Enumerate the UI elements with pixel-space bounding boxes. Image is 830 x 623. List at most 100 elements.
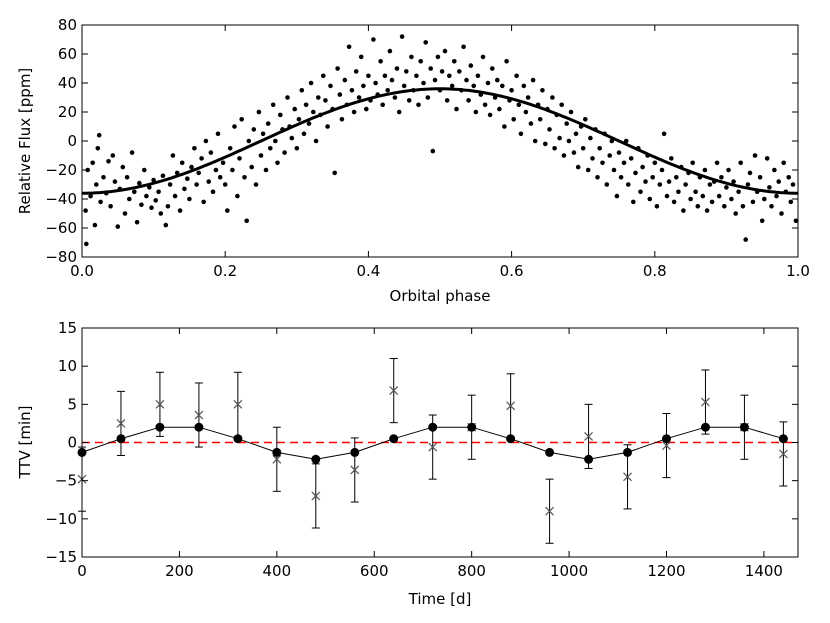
flux-point xyxy=(129,150,135,155)
bottom-x-tick-label: 200 xyxy=(165,562,194,580)
flux-point xyxy=(270,102,276,108)
ttv-model-point xyxy=(662,434,671,444)
bottom-y-tick-label: −15 xyxy=(45,548,77,566)
flux-point xyxy=(628,156,634,161)
flux-point xyxy=(776,179,781,184)
flux-point xyxy=(439,69,445,74)
ttv-model-point xyxy=(584,454,594,464)
flux-point xyxy=(142,167,147,173)
flux-point xyxy=(139,202,144,208)
top-y-tick-label: −20 xyxy=(45,161,77,179)
flux-point xyxy=(385,88,391,93)
flux-point xyxy=(112,179,118,184)
flux-point xyxy=(323,98,328,103)
flux-point xyxy=(418,59,424,64)
flux-point xyxy=(289,135,295,141)
flux-point xyxy=(260,131,266,137)
flux-point xyxy=(633,170,638,176)
flux-point xyxy=(189,164,194,170)
ttv-model-point xyxy=(778,434,788,444)
top-x-ticks: 0.0 0.2 0.4 0.6 0.8 1.0 xyxy=(70,25,810,280)
flux-point xyxy=(237,156,242,161)
flux-point xyxy=(568,109,574,115)
bottom-x-ticks: 0 200 400 600 800 1000 1200 1400 xyxy=(77,328,783,580)
flux-point xyxy=(170,153,176,158)
flux-point xyxy=(285,95,290,100)
flux-point xyxy=(487,112,493,118)
flux-point xyxy=(731,179,736,184)
flux-point xyxy=(187,196,192,202)
flux-point xyxy=(90,160,95,166)
flux-point xyxy=(647,196,653,202)
flux-point xyxy=(282,150,287,155)
bottom-x-tick-label: 0 xyxy=(77,562,87,580)
ttv-observed-x-marker xyxy=(116,418,126,428)
flux-point xyxy=(786,175,791,180)
flux-point xyxy=(547,127,552,132)
top-y-tick-label: −80 xyxy=(45,248,77,266)
ttv-model-point xyxy=(155,422,165,432)
bottom-y-tick-label: 0 xyxy=(67,434,77,452)
flux-point xyxy=(650,175,655,180)
flux-point xyxy=(213,167,219,173)
flux-point xyxy=(392,95,398,100)
ttv-observed-x-marker xyxy=(350,465,360,475)
flux-point xyxy=(525,95,531,100)
flux-point xyxy=(421,80,426,86)
flux-point xyxy=(537,117,543,122)
top-y-tick-label: 20 xyxy=(58,103,77,121)
ttv-observed-x-marker xyxy=(233,399,243,409)
flux-point xyxy=(328,83,333,89)
flux-point xyxy=(604,182,610,187)
flux-point xyxy=(165,204,171,209)
flux-point xyxy=(690,160,695,166)
flux-point xyxy=(788,199,794,205)
flux-point xyxy=(588,135,593,141)
flux-point xyxy=(110,153,116,158)
flux-point xyxy=(147,185,152,190)
flux-point xyxy=(575,164,581,170)
flux-point xyxy=(192,146,197,151)
flux-point xyxy=(738,160,743,166)
flux-point xyxy=(442,48,448,54)
ttv-observed-x-marker xyxy=(662,441,671,450)
flux-point xyxy=(485,80,491,86)
flux-point xyxy=(268,146,273,151)
bottom-x-tick-label: 600 xyxy=(360,562,389,580)
flux-point xyxy=(409,54,414,60)
flux-point xyxy=(356,95,362,100)
flux-point xyxy=(220,160,226,166)
flux-point xyxy=(790,182,796,187)
flux-point xyxy=(120,164,126,170)
flux-point xyxy=(127,196,132,202)
flux-point xyxy=(364,106,369,112)
top-x-tick-label: 0.6 xyxy=(500,262,524,280)
bottom-x-tick-label: 400 xyxy=(263,562,292,580)
flux-point xyxy=(566,138,572,144)
flux-point xyxy=(616,150,622,155)
flux-point xyxy=(607,153,612,158)
bottom-y-tick-label: 10 xyxy=(58,357,77,375)
flux-point xyxy=(313,138,319,144)
flux-point xyxy=(490,66,495,71)
flux-point xyxy=(669,156,674,161)
flux-point xyxy=(382,73,388,79)
flux-point xyxy=(265,121,271,126)
ttv-model-point xyxy=(116,434,126,444)
phase-curve-model-line xyxy=(82,87,798,195)
flux-point xyxy=(597,146,602,151)
ttv-model-point xyxy=(701,422,710,432)
flux-point xyxy=(158,211,164,216)
flux-point xyxy=(511,117,516,122)
top-x-axis-label: Orbital phase xyxy=(390,287,491,305)
top-x-tick-label: 0.8 xyxy=(643,262,667,280)
top-y-axis-label: Relative Flux [ppm] xyxy=(16,68,34,215)
flux-point xyxy=(482,102,488,108)
flux-point xyxy=(528,121,534,126)
flux-point xyxy=(745,182,751,187)
flux-point xyxy=(454,106,459,112)
flux-point xyxy=(394,66,400,71)
flux-point xyxy=(702,167,708,173)
flux-point xyxy=(583,117,588,122)
